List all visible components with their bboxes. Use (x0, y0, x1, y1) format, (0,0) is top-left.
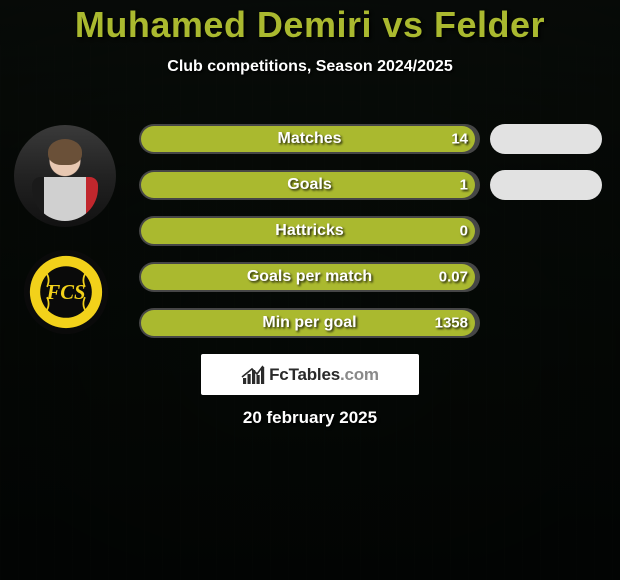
stat-value: 1358 (435, 315, 468, 332)
stat-label: Goals (287, 176, 331, 194)
stat-bar-list: Matches 14 Goals 1 Hattricks 0 Goals per match… (139, 124, 480, 354)
stat-value: 0 (460, 223, 468, 240)
stat-label: Hattricks (275, 222, 343, 240)
stat-row: Matches 14 (139, 124, 480, 154)
stat-value: 1 (460, 177, 468, 194)
bar-chart-icon (241, 364, 265, 386)
stat-row: Goals per match 0.07 (139, 262, 480, 292)
stat-row: Min per goal 1358 (139, 308, 480, 338)
brand-text: FcTables.com (269, 365, 379, 385)
stat-label: Matches (277, 130, 341, 148)
footer-date: 20 february 2025 (0, 408, 620, 428)
club-badge: FCS (23, 249, 109, 335)
stat-value: 0.07 (439, 269, 468, 286)
stat-label: Goals per match (247, 268, 372, 286)
brand-domain: .com (340, 365, 379, 384)
club-letters: FCS (46, 282, 86, 304)
page-subtitle: Club competitions, Season 2024/2025 (0, 58, 620, 76)
opponent-pill (490, 170, 602, 200)
brand-main: FcTables (269, 365, 340, 384)
club-badge-svg: FCS (23, 249, 109, 335)
stat-row: Hattricks 0 (139, 216, 480, 246)
left-avatar-column: FCS (9, 125, 121, 357)
right-pill-list (490, 124, 602, 354)
stat-row: Goals 1 (139, 170, 480, 200)
page-title: Muhamed Demiri vs Felder (0, 0, 620, 46)
player-avatar (14, 125, 116, 227)
stat-label: Min per goal (262, 314, 356, 332)
stat-value: 14 (451, 131, 468, 148)
opponent-pill (490, 124, 602, 154)
brand-logo-box: FcTables.com (201, 354, 419, 395)
content-wrap: Muhamed Demiri vs Felder Club competitio… (0, 0, 620, 580)
